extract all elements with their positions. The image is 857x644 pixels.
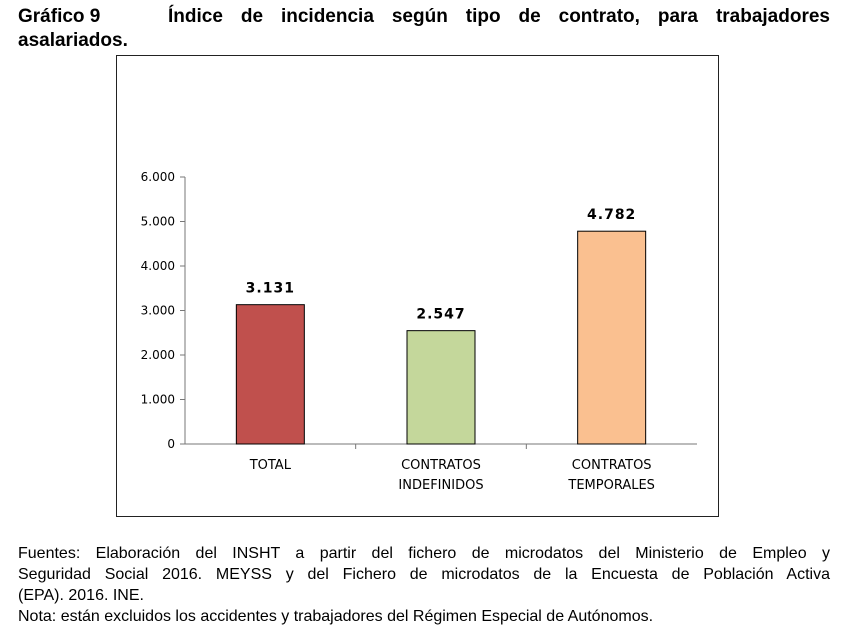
category-label: CONTRATOS [572,458,652,473]
y-tick-label: 6.000 [141,170,175,184]
y-tick-label: 5.000 [141,215,175,229]
bar-chart: 0 1.000 2.000 3.000 4.000 5.000 6.000 3.131 TOTA… [141,170,697,493]
chart-heading: Gráfico 9 Índice de incidencia según tip… [18,5,830,53]
bar [577,230,647,445]
category-label: CONTRATOS [401,458,481,473]
note-line: Nota: están excluidos los accidentes y t… [18,608,654,625]
bar [406,330,476,445]
sources-line-3: (EPA). 2016. INE. [18,587,144,604]
y-tick-label: 1.000 [141,393,175,407]
category-label: TEMPORALES [567,478,655,493]
category-label: INDEFINIDOS [398,478,483,493]
y-tick-label: 4.000 [141,259,175,273]
data-label: 3.131 [246,281,295,297]
figure-number: Gráfico 9 [18,6,101,27]
y-tick-label: 0 [167,437,175,451]
category-label: TOTAL [249,458,292,473]
y-tick-label: 3.000 [141,304,175,318]
sources-line-2: Seguridad Social 2016. MEYSS y del Fiche… [18,566,830,583]
sources-line-1: Fuentes: Elaboración del INSHT a partir … [18,545,830,562]
chart-notes: Fuentes: Elaboración del INSHT a partir … [18,543,830,627]
chart-title-line-2: asalariados. [18,30,128,51]
bar [235,304,305,445]
y-tick-label: 2.000 [141,348,175,362]
chart-frame: 0 1.000 2.000 3.000 4.000 5.000 6.000 3.131 TOTA… [116,55,719,517]
chart-title-line-1: Índice de incidencia según tipo de contr… [168,6,830,27]
data-label: 4.782 [587,207,636,223]
data-label: 2.547 [416,307,465,323]
